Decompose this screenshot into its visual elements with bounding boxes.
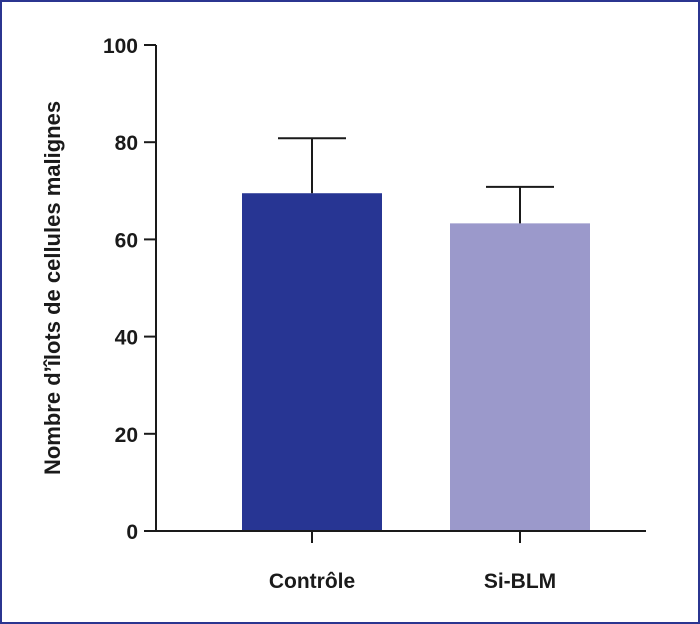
x-tick-label-2: Si-BLM xyxy=(484,570,556,593)
y-tick-label-20: 20 xyxy=(115,424,138,447)
y-tick-label-80: 80 xyxy=(115,132,138,155)
y-tick-label-60: 60 xyxy=(115,229,138,252)
y-tick-label-100: 100 xyxy=(103,35,138,58)
y-tick-label-0: 0 xyxy=(126,521,138,544)
y-axis-title: Nombre d’îlots de cellules malignes xyxy=(40,101,65,475)
bar-1 xyxy=(242,193,382,532)
x-tick-label-1: Contrôle xyxy=(269,570,355,593)
y-tick-label-40: 40 xyxy=(115,327,138,350)
plot-area: Contrôle Si-BLM 0 20 40 60 80 100 xyxy=(103,35,646,593)
bar-2 xyxy=(450,223,590,531)
